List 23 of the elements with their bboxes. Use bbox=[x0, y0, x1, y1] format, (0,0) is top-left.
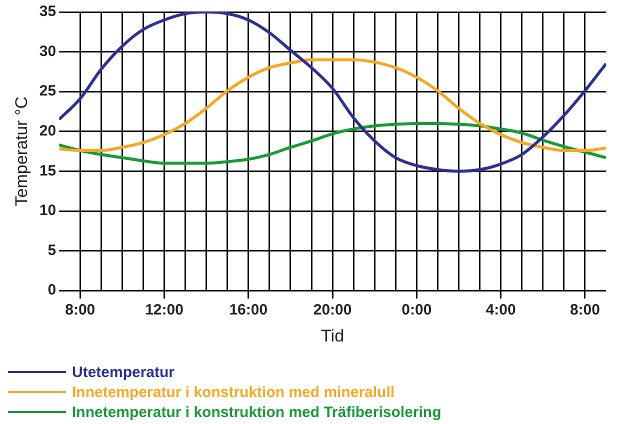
y-axis-title: Temperatur °C bbox=[12, 96, 31, 206]
x-tick-label: 16:00 bbox=[229, 302, 268, 319]
y-tick-label: 35 bbox=[39, 3, 56, 20]
y-tick-label: 25 bbox=[39, 82, 56, 100]
x-tick-label: 4:00 bbox=[486, 302, 516, 319]
x-axis-title: Tid bbox=[321, 326, 344, 346]
line-series bbox=[59, 122, 606, 165]
legend-label: Utetemperatur bbox=[72, 364, 175, 380]
x-tick-label: 20:00 bbox=[313, 302, 352, 319]
y-tick-label: 10 bbox=[39, 202, 56, 220]
y-tick-label: 20 bbox=[39, 122, 56, 140]
legend-label: Innetemperatur i konstruktion med Träfiberisolering bbox=[72, 404, 442, 420]
x-tick-label: 8:00 bbox=[65, 302, 96, 319]
legend-label: Innetemperatur i konstruktion med mineralull bbox=[72, 384, 395, 400]
x-tick-label: 12:00 bbox=[145, 302, 184, 319]
line-series bbox=[59, 12, 606, 173]
x-tick-label: 8:00 bbox=[570, 302, 600, 319]
y-tick-label: 5 bbox=[48, 242, 56, 259]
line-series bbox=[59, 58, 606, 152]
y-tick-label: 30 bbox=[39, 42, 56, 60]
x-tick-label: 0:00 bbox=[402, 302, 432, 319]
y-tick-label: 0 bbox=[48, 282, 56, 299]
y-tick-label: 15 bbox=[39, 162, 56, 180]
